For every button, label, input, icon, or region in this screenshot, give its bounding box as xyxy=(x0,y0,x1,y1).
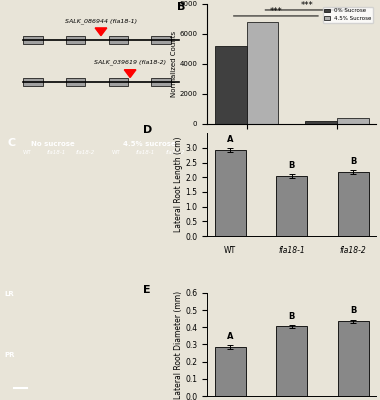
Bar xyxy=(66,78,86,86)
Text: E: E xyxy=(143,285,150,295)
Bar xyxy=(215,347,245,396)
Text: PR: PR xyxy=(5,352,15,358)
Polygon shape xyxy=(95,28,107,36)
Text: ***: *** xyxy=(269,7,282,16)
Text: fla18-1: fla18-1 xyxy=(323,136,350,144)
Bar xyxy=(276,326,307,396)
Bar xyxy=(276,176,307,236)
Y-axis label: Normalized Counts: Normalized Counts xyxy=(171,31,177,97)
Bar xyxy=(109,36,128,44)
Text: A: A xyxy=(227,332,233,341)
Text: fla18-1: fla18-1 xyxy=(47,150,66,155)
Text: D: D xyxy=(143,125,152,135)
Bar xyxy=(338,321,369,396)
Text: B: B xyxy=(177,2,185,12)
Bar xyxy=(23,36,43,44)
Text: fla18-1: fla18-1 xyxy=(278,246,305,256)
Text: A: A xyxy=(227,135,233,144)
Text: B: B xyxy=(350,306,356,316)
Polygon shape xyxy=(124,70,136,78)
Text: No sucrose: No sucrose xyxy=(30,141,74,147)
Text: SALK_086944 (fla18-1): SALK_086944 (fla18-1) xyxy=(65,18,137,24)
Text: WT: WT xyxy=(112,150,121,155)
Text: B: B xyxy=(288,312,295,320)
Bar xyxy=(152,78,171,86)
Bar xyxy=(215,150,245,236)
Bar xyxy=(215,46,247,124)
Legend: 0% Sucrose, 4.5% Sucrose: 0% Sucrose, 4.5% Sucrose xyxy=(323,7,374,23)
Text: WT: WT xyxy=(224,246,236,256)
Bar xyxy=(247,22,278,124)
Text: LR: LR xyxy=(5,291,14,297)
Text: 4.5% sucrose: 4.5% sucrose xyxy=(123,141,176,147)
Bar xyxy=(337,118,369,124)
Text: SALK_039619 (fla18-2): SALK_039619 (fla18-2) xyxy=(94,60,166,66)
Text: WT: WT xyxy=(23,150,32,155)
Text: fla18-2: fla18-2 xyxy=(165,150,184,155)
Y-axis label: Lateral Root Length (cm): Lateral Root Length (cm) xyxy=(174,137,183,232)
Bar xyxy=(23,78,43,86)
Text: B: B xyxy=(288,161,295,170)
Bar xyxy=(152,36,171,44)
Bar xyxy=(338,172,369,236)
Bar xyxy=(109,78,128,86)
Text: fla18-2: fla18-2 xyxy=(76,150,95,155)
Y-axis label: Lateral Root Diameter (mm): Lateral Root Diameter (mm) xyxy=(174,290,183,398)
Bar xyxy=(66,36,86,44)
Text: fla18-2: fla18-2 xyxy=(340,246,367,256)
Bar xyxy=(305,120,337,124)
Text: B: B xyxy=(350,157,356,166)
Text: C: C xyxy=(8,138,16,148)
Text: fla18-1: fla18-1 xyxy=(136,150,155,155)
Text: ***: *** xyxy=(301,1,314,10)
Text: WT: WT xyxy=(241,136,253,144)
